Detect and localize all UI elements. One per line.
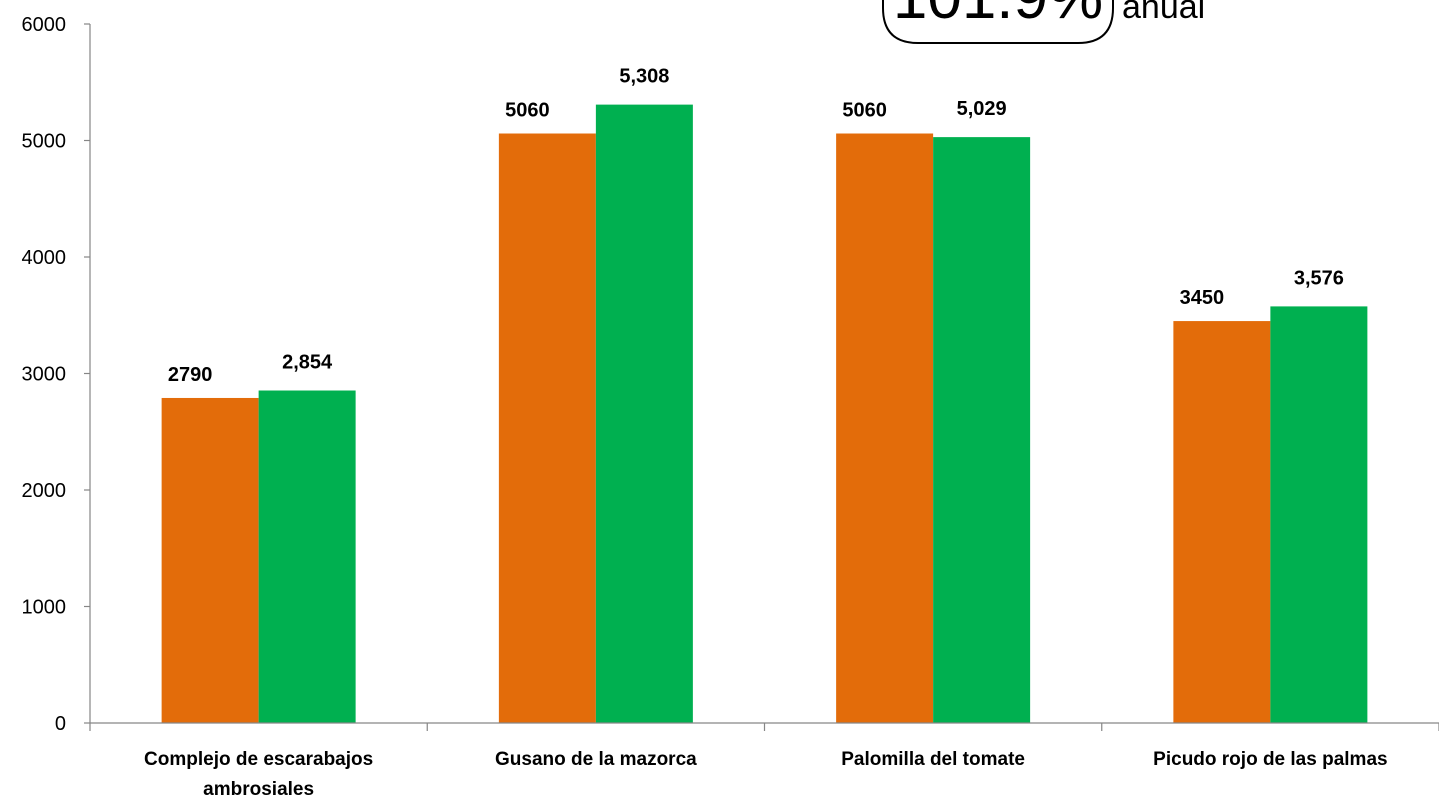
category-label: Picudo rojo de las palmas [1153, 749, 1387, 770]
category-label: Complejo de escarabajos [144, 749, 373, 770]
bar [1173, 321, 1271, 723]
data-labels: 2790 5060 5060 3450 2,854 5,308 5,029 3,576 [168, 66, 1344, 386]
bar [933, 137, 1031, 723]
data-label: 5,308 [619, 66, 669, 88]
category-label: Palomilla del tomate [841, 749, 1025, 770]
callout-text: 101.9% [893, 0, 1103, 32]
data-label: 5060 [842, 100, 887, 122]
y-tick-label: 4000 [22, 247, 67, 269]
data-label: 3,576 [1294, 267, 1344, 289]
data-label: 5060 [505, 100, 550, 122]
bar [836, 133, 934, 723]
y-axis-ticks: 0 1000 2000 3000 4000 5000 6000 [22, 14, 67, 735]
y-tick-label: 3000 [22, 364, 67, 386]
data-label: 2,854 [282, 352, 333, 374]
y-tick-label: 0 [55, 713, 66, 735]
bars [161, 104, 1368, 724]
category-labels: Complejo de escarabajos ambrosiales Gusano… [144, 749, 1388, 800]
y-tick-label: 5000 [22, 131, 67, 153]
callout-side-text: anual [1122, 0, 1205, 26]
y-tick-label: 6000 [22, 14, 67, 36]
bar [1270, 306, 1368, 723]
category-label: Gusano de la mazorca [495, 749, 697, 770]
category-label: ambrosiales [203, 779, 314, 800]
data-label: 3450 [1180, 287, 1225, 309]
data-label: 2790 [168, 364, 213, 386]
y-tick-label: 2000 [22, 480, 67, 502]
y-tick-label: 1000 [22, 597, 67, 619]
axes [84, 23, 1439, 731]
bar [595, 104, 693, 724]
bar [498, 133, 596, 723]
bar [258, 390, 356, 723]
callout: 101.9% anual [882, 0, 1205, 44]
callout-box [882, 0, 1114, 44]
bar [161, 397, 259, 723]
data-label: 5,029 [957, 98, 1007, 120]
